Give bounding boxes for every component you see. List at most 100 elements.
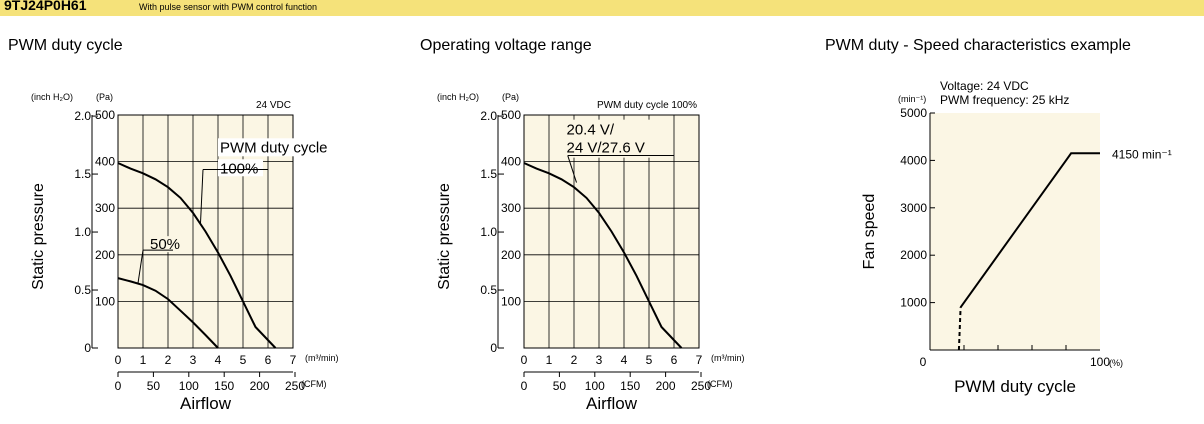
chart2-xtick-cfm: 150 — [620, 379, 640, 393]
chart2-xtick-cfm: 100 — [585, 379, 605, 393]
chart1-ytick-inh2o: 2.0 — [74, 109, 91, 123]
chart2-xtick-cfm: 0 — [521, 379, 528, 393]
chart1-ytick-pa: 400 — [95, 155, 115, 169]
chart2-xtick-cfm: 200 — [656, 379, 676, 393]
chart2-ytick-inh2o: 1.5 — [480, 167, 497, 181]
chart3-series-line — [959, 152, 1100, 308]
chart2-ytick-inh2o: 0.5 — [480, 283, 497, 297]
chart3-xlabel: PWM duty cycle — [954, 377, 1076, 396]
chart1-series-line-0 — [117, 162, 277, 349]
chart2-xtick-m3: 7 — [696, 353, 703, 367]
chart1-xtick-m3: 1 — [140, 353, 147, 367]
chart2-xunit-bottom: (CFM) — [707, 379, 733, 389]
chart2-xtick-m3: 3 — [596, 353, 603, 367]
chart1-ytick-inh2o: 1.5 — [74, 167, 91, 181]
chart2-annotation: PWM duty cycle 100% — [597, 100, 697, 111]
chart1-xtick-m3: 7 — [290, 353, 297, 367]
chart1-leader-50 — [137, 250, 144, 284]
chart1-xtick-cfm: 0 — [115, 379, 122, 393]
chart2-xtick-m3: 1 — [546, 353, 553, 367]
chart1-pct50-bg — [148, 236, 180, 253]
model-code: 9TJ24P0H61 — [4, 0, 87, 13]
chart3-ytick-label: 5000 — [900, 106, 927, 120]
chart3-ytick-label: 1000 — [900, 296, 927, 310]
chart3-xtick-label: 0 — [920, 355, 927, 369]
chart2-xtick-m3: 5 — [646, 353, 653, 367]
chart2-ylabel: Static pressure — [436, 183, 453, 290]
chart1-ytick-inh2o: 1.0 — [74, 225, 91, 239]
chart1-curve-label: PWM duty cycle — [220, 139, 328, 156]
chart1-yunit-left: (inch H₂O) — [31, 92, 73, 102]
chart1-xtick-m3: 4 — [215, 353, 222, 367]
chart2-ytick-inh2o: 2.0 — [480, 109, 497, 123]
chart2-ytick-inh2o: 0 — [490, 341, 497, 355]
chart1-ytick-inh2o: 0 — [84, 341, 91, 355]
chart1-xtick-m3: 6 — [265, 353, 272, 367]
chart1-yunit-right: (Pa) — [96, 92, 113, 102]
chart3-annotation-2: PWM frequency: 25 kHz — [940, 93, 1069, 107]
chart2-title: Operating voltage range — [420, 37, 592, 54]
chart1-xunit-bottom: (CFM) — [301, 379, 327, 389]
chart1-xtick-m3: 5 — [240, 353, 247, 367]
chart1-label-100: 100% — [220, 160, 258, 177]
chart2-xtick-cfm: 250 — [691, 379, 711, 393]
chart2-label-line2: 24 V/27.6 V — [567, 140, 645, 157]
chart1-ylabel: Static pressure — [30, 183, 47, 290]
chart3-series-dashed — [957, 307, 962, 351]
chart1-ytick-pa: 500 — [95, 108, 115, 122]
chart3-yunit: (min⁻¹) — [898, 94, 926, 104]
chart2-leader — [567, 155, 577, 183]
chart2-xunit-top: (m³/min) — [711, 353, 745, 363]
chart1-title: PWM duty cycle — [8, 37, 123, 54]
chart1-xlabel: Airflow — [180, 394, 232, 413]
chart3-xtick-label: 100 — [1090, 355, 1110, 369]
chart2-label-line1: 20.4 V/ — [567, 122, 615, 139]
chart1-xtick-cfm: 200 — [250, 379, 270, 393]
chart1-curve-label-bg — [218, 138, 358, 157]
chart3-ytick-label: 2000 — [900, 248, 927, 262]
chart2-ytick-pa: 300 — [501, 201, 521, 215]
chart2-xtick-m3: 0 — [521, 353, 528, 367]
chart2-yunit-right: (Pa) — [502, 92, 519, 102]
chart1-pct100-bg — [218, 159, 263, 177]
chart2-label-bg — [565, 119, 674, 158]
chart1-xtick-m3: 2 — [165, 353, 172, 367]
model-description: With pulse sensor with PWM control funct… — [139, 2, 318, 12]
chart2-xtick-m3: 6 — [671, 353, 678, 367]
chart3-title: PWM duty - Speed characteristics example — [825, 37, 1131, 54]
chart3-ytick-label: 4000 — [900, 153, 927, 167]
chart1-ytick-pa: 100 — [95, 294, 115, 308]
chart1-ytick-pa: 200 — [95, 248, 115, 262]
header-bar: 9TJ24P0H61 With pulse sensor with PWM co… — [0, 0, 1204, 16]
chart2-ytick-pa: 100 — [501, 294, 521, 308]
chart1-plot-border — [117, 114, 294, 349]
chart2-xtick-cfm: 50 — [553, 379, 567, 393]
chart1-xtick-m3: 0 — [115, 353, 122, 367]
chart1-ytick-pa: 300 — [95, 201, 115, 215]
chart1-xtick-cfm: 100 — [179, 379, 199, 393]
chart3-ytick-label: 3000 — [900, 201, 927, 215]
chart2-ytick-pa: 500 — [501, 108, 521, 122]
chart2-plot-border — [523, 114, 700, 349]
chart3-ylabel: Fan speed — [861, 194, 878, 270]
chart1-xtick-m3: 3 — [190, 353, 197, 367]
chart1-xunit-top: (m³/min) — [305, 353, 339, 363]
chart1-annotation: 24 VDC — [256, 100, 291, 111]
chart1-xtick-cfm: 50 — [147, 379, 161, 393]
chart3-annotation-1: Voltage: 24 VDC — [940, 79, 1029, 93]
chart2-ytick-inh2o: 1.0 — [480, 225, 497, 239]
chart1-xtick-cfm: 150 — [214, 379, 234, 393]
chart2-xtick-m3: 2 — [571, 353, 578, 367]
chart2-ytick-pa: 200 — [501, 248, 521, 262]
chart1-leader-100 — [200, 169, 204, 224]
chart2-yunit-left: (inch H₂O) — [437, 92, 479, 102]
chart1-ytick-inh2o: 0.5 — [74, 283, 91, 297]
chart1-series-line-1 — [117, 277, 219, 349]
chart2-ytick-pa: 400 — [501, 155, 521, 169]
chart1-label-50: 50% — [150, 236, 180, 253]
chart2-series-line-0 — [523, 162, 683, 349]
chart2-xtick-m3: 4 — [621, 353, 628, 367]
chart1-xtick-cfm: 250 — [285, 379, 305, 393]
chart2-xlabel: Airflow — [586, 394, 638, 413]
